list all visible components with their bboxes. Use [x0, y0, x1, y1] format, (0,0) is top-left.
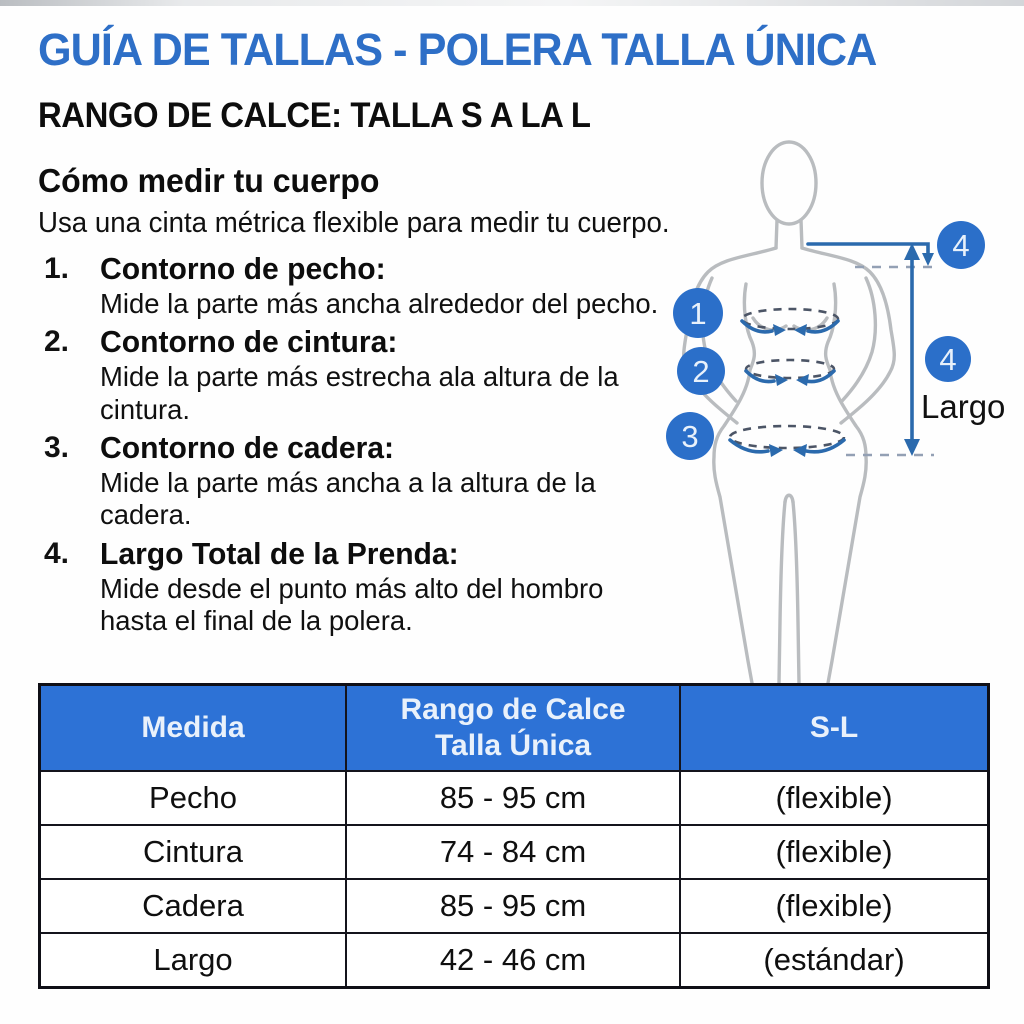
length-measure-lines	[806, 242, 934, 457]
measure-marker-3: 3	[666, 412, 714, 460]
step-description: Mide la parte más estrecha ala altura de…	[100, 361, 619, 425]
cell-rango: 42 - 46 cm	[345, 932, 682, 989]
step-item-cadera: 3. Contorno de cadera: Mide la parte más…	[38, 429, 683, 532]
step-description: Mide la parte más ancha alrededor del pe…	[100, 287, 659, 319]
step-title: Contorno de cintura:	[100, 324, 398, 360]
marker-4-top-label: 4	[952, 228, 969, 263]
cell-fit: (estándar)	[679, 932, 990, 989]
table-header-rango: Rango de Calce Talla Única	[345, 683, 682, 772]
size-table: Medida Rango de Calce Talla Única S-L Pe…	[38, 683, 990, 989]
fit-range-subtitle: RANGO DE CALCE: TALLA S A LA L	[38, 96, 591, 135]
length-label: Largo	[921, 388, 1005, 425]
step-item-cintura: 2. Contorno de cintura: Mide la parte má…	[38, 323, 683, 426]
cell-fit: (flexible)	[679, 824, 990, 880]
step-title: Contorno de pecho:	[100, 251, 386, 286]
step-number: 2.	[44, 325, 70, 359]
cell-rango: 85 - 95 cm	[345, 770, 682, 826]
marker-1-label: 1	[689, 296, 706, 331]
step-title: Contorno de cadera:	[100, 430, 395, 466]
cell-fit: (flexible)	[679, 878, 990, 934]
table-header-rango-line2: Talla Única	[434, 729, 592, 762]
marker-3-label: 3	[681, 419, 698, 454]
cell-medida: Cadera	[38, 878, 348, 934]
step-number: 1.	[44, 252, 70, 285]
table-header-medida: Medida	[38, 683, 348, 772]
body-outline	[682, 140, 896, 685]
measurement-steps-list: 1. Contorno de pecho: Mide la parte más …	[38, 250, 683, 641]
body-figure-illustration: 1 2 3 4 4 Largo	[666, 140, 1005, 685]
step-number: 4.	[44, 536, 70, 570]
measure-marker-2: 2	[677, 347, 725, 395]
table-row-largo: Largo 42 - 46 cm (estándar)	[38, 932, 990, 989]
table-header-rango-line1: Rango de Calce	[400, 693, 626, 726]
cell-rango: 74 - 84 cm	[345, 824, 682, 880]
step-item-pecho: 1. Contorno de pecho: Mide la parte más …	[38, 250, 683, 320]
girth-arrows	[728, 319, 846, 457]
step-number: 3.	[44, 431, 70, 465]
measure-marker-4-mid: 4	[925, 336, 971, 382]
step-description: Mide desde el punto más alto del hombro …	[100, 572, 604, 637]
marker-4-mid-label: 4	[939, 342, 956, 377]
top-edge-strip	[0, 0, 1024, 6]
table-header-sl: S-L	[679, 683, 990, 772]
cell-medida: Pecho	[38, 770, 348, 826]
table-row-pecho: Pecho 85 - 95 cm (flexible)	[38, 770, 990, 826]
body-measurement-diagram: 1 2 3 4 4 Largo	[640, 130, 1024, 690]
table-row-cadera: Cadera 85 - 95 cm (flexible)	[38, 878, 990, 934]
step-title: Largo Total de la Prenda:	[100, 535, 459, 571]
step-description: Mide la parte más ancha a la altura de l…	[100, 466, 596, 531]
cell-medida: Cintura	[38, 824, 348, 880]
table-header-row: Medida Rango de Calce Talla Única S-L	[38, 683, 990, 772]
table-row-cintura: Cintura 74 - 84 cm (flexible)	[38, 824, 990, 880]
cell-rango: 85 - 95 cm	[345, 878, 682, 934]
cell-medida: Largo	[38, 932, 348, 989]
measure-marker-1: 1	[673, 288, 723, 338]
marker-2-label: 2	[692, 354, 709, 389]
measure-marker-4-top: 4	[937, 221, 985, 269]
measure-ellipses	[728, 307, 846, 450]
how-to-heading: Cómo medir tu cuerpo	[38, 162, 380, 199]
how-to-intro: Usa una cinta métrica flexible para medi…	[38, 207, 670, 239]
page-title: GUÍA DE TALLAS - POLERA TALLA ÚNICA	[38, 24, 877, 75]
step-item-largo: 4. Largo Total de la Prenda: Mide desde …	[38, 535, 683, 638]
cell-fit: (flexible)	[679, 770, 990, 826]
